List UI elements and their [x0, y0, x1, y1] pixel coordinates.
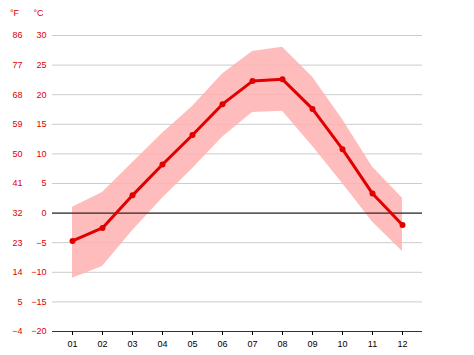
svg-text:59: 59 — [12, 119, 22, 129]
svg-text:−15: −15 — [31, 297, 46, 307]
svg-text:0: 0 — [41, 208, 46, 218]
svg-text:86: 86 — [12, 30, 22, 40]
svg-text:°C: °C — [33, 8, 44, 18]
svg-text:23: 23 — [12, 238, 22, 248]
svg-text:07: 07 — [247, 339, 257, 349]
svg-text:04: 04 — [157, 339, 167, 349]
svg-text:77: 77 — [12, 60, 22, 70]
svg-text:08: 08 — [277, 339, 287, 349]
svg-text:02: 02 — [97, 339, 107, 349]
svg-text:50: 50 — [12, 149, 22, 159]
svg-text:5: 5 — [41, 178, 46, 188]
svg-text:68: 68 — [12, 90, 22, 100]
svg-text:14: 14 — [12, 267, 22, 277]
svg-text:11: 11 — [368, 339, 377, 349]
svg-text:−4: −4 — [12, 326, 22, 336]
svg-text:−5: −5 — [36, 238, 46, 248]
svg-text:09: 09 — [307, 339, 317, 349]
svg-text:25: 25 — [36, 60, 46, 70]
svg-text:−20: −20 — [31, 326, 46, 336]
svg-text:°F: °F — [10, 8, 20, 18]
svg-text:03: 03 — [127, 339, 137, 349]
svg-text:06: 06 — [217, 339, 227, 349]
svg-text:01: 01 — [67, 339, 77, 349]
svg-text:12: 12 — [397, 339, 407, 349]
svg-text:32: 32 — [12, 208, 22, 218]
svg-text:15: 15 — [36, 119, 46, 129]
svg-text:30: 30 — [36, 30, 46, 40]
svg-text:20: 20 — [36, 90, 46, 100]
svg-text:5: 5 — [17, 297, 22, 307]
svg-text:05: 05 — [187, 339, 197, 349]
svg-text:41: 41 — [12, 178, 22, 188]
svg-text:10: 10 — [36, 149, 46, 159]
svg-text:−10: −10 — [31, 267, 46, 277]
svg-text:10: 10 — [337, 339, 347, 349]
